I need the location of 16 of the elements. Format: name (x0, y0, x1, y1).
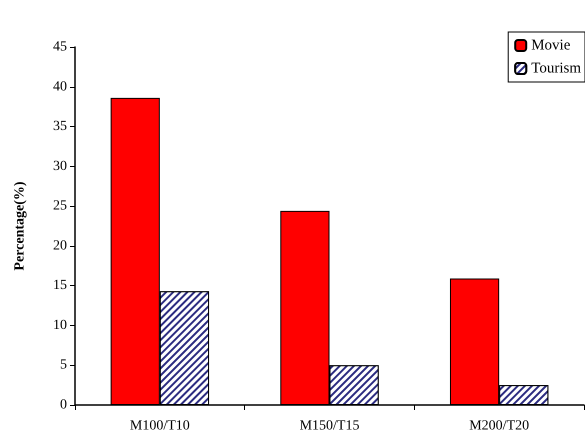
y-tick-label: 20 (53, 238, 67, 254)
y-axis-title: Percentage(%) (12, 181, 28, 271)
legend-label: Movie (531, 38, 571, 54)
y-tick-label: 10 (53, 318, 67, 333)
y-tick-label: 45 (53, 40, 67, 54)
x-tick-label: M150/T15 (300, 418, 360, 434)
x-tick-label: M200/T20 (469, 418, 530, 434)
y-tick-label: 0 (60, 398, 67, 412)
y-tick-label: 25 (53, 198, 67, 214)
y-tick-label: 40 (53, 79, 67, 94)
y-tick-label: 30 (53, 158, 67, 174)
legend-label: Tourism (531, 60, 582, 76)
x-tick-label: M100/T10 (130, 418, 190, 434)
y-tick-label: 5 (60, 358, 67, 373)
y-tick-label: 35 (53, 119, 67, 134)
y-tick-label: 15 (53, 278, 67, 294)
